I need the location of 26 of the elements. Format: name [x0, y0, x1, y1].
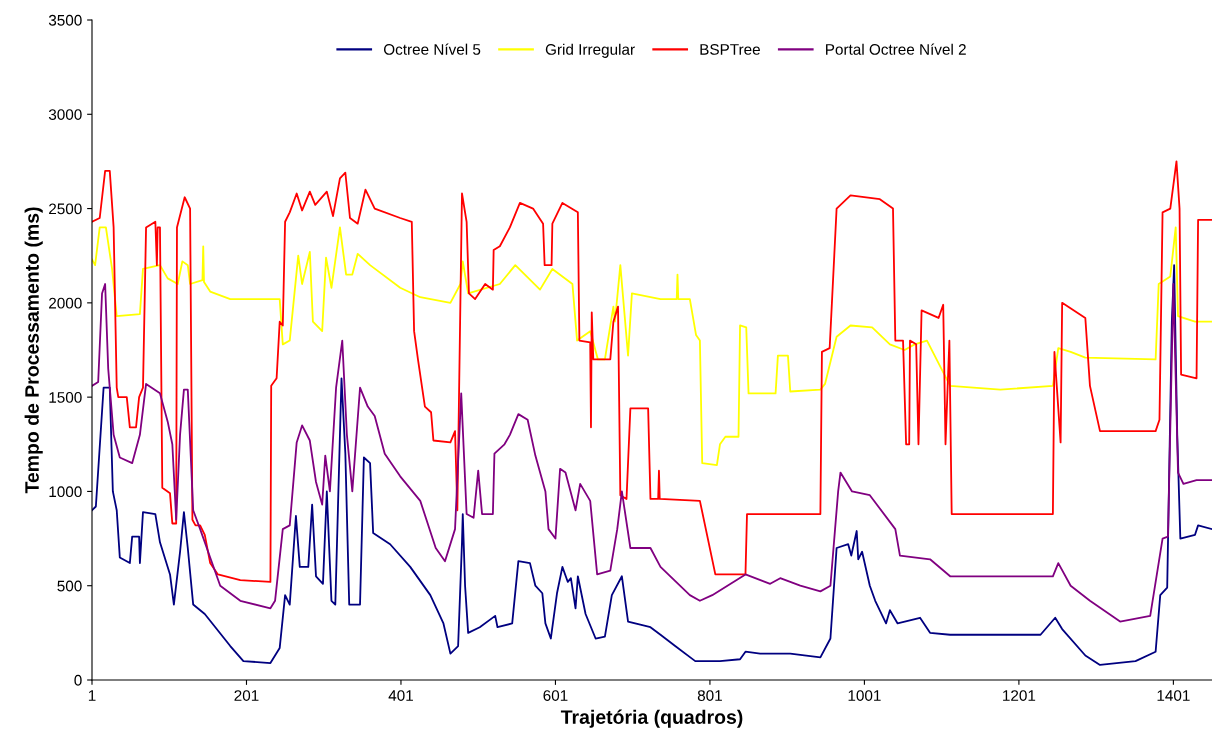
legend-label: Grid Irregular	[545, 43, 635, 58]
y-tick-label: 500	[57, 580, 82, 592]
x-tick-label: 1201	[1003, 690, 1036, 701]
x-tick-label: 1	[88, 690, 96, 701]
y-tick-label: 0	[74, 674, 82, 686]
line-series	[92, 226, 1212, 466]
line-series	[92, 264, 1212, 666]
y-tick-label: 2000	[49, 297, 82, 309]
y-tick-label: 1500	[49, 392, 82, 403]
legend-label: Octree Nível 5	[383, 43, 481, 55]
x-axis-title: Trajetória (quadros)	[560, 709, 743, 728]
x-tick-label: 401	[388, 690, 413, 701]
line-series	[92, 283, 1212, 623]
line-series	[92, 160, 1212, 583]
x-tick-label: 1001	[848, 690, 881, 701]
x-tick-label: 201	[234, 690, 259, 701]
y-tick-label: 2500	[49, 203, 82, 215]
legend-label: Portal Octree Nível 2	[826, 43, 966, 55]
x-tick-label: 801	[697, 690, 722, 701]
y-tick-label: 3500	[48, 14, 82, 26]
y-tick-label: 3000	[48, 109, 82, 120]
y-tick-label: 1000	[49, 486, 82, 498]
x-tick-label: 1401	[1157, 690, 1190, 701]
x-tick-label: 601	[543, 690, 568, 701]
legend-label: BSPTree	[700, 44, 760, 55]
y-axis-title: Tempo de Processamento (ms)	[24, 207, 43, 494]
